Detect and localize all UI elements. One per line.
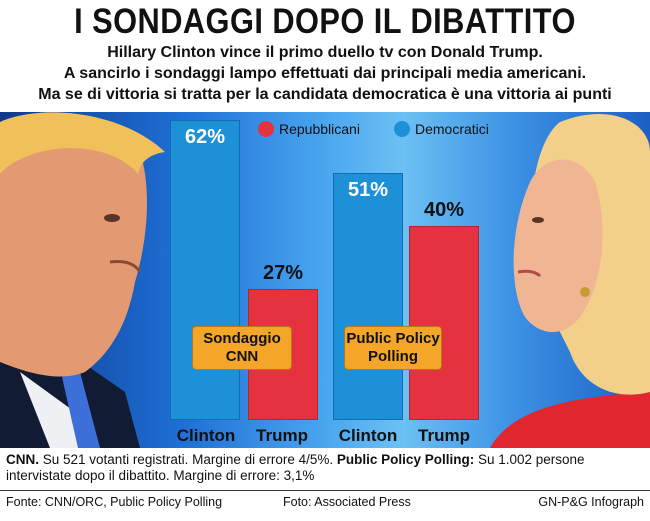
label-ppp-trump: 40% (423, 199, 465, 222)
tick-cnn-trump: Trump (256, 426, 308, 445)
bar-cnn-clinton (170, 120, 240, 420)
photo-credit: Foto: Associated Press (283, 495, 411, 509)
group-label-ppp: Public Policy Polling (344, 326, 442, 370)
label-cnn-trump: 27% (262, 262, 304, 285)
trump-photo (0, 112, 165, 448)
legend-label-democratici: Democratici (415, 121, 489, 137)
group-label-cnn: Sondaggio CNN (192, 326, 292, 370)
tick-cnn-clinton: Clinton (176, 426, 236, 445)
footer-divider (0, 490, 650, 491)
tick-ppp-clinton: Clinton (338, 426, 398, 445)
label-cnn-clinton: 62% (184, 126, 226, 148)
chart-stage (0, 112, 650, 448)
subtitle-line-3: Ma se di vittoria si tratta per la candi… (38, 86, 612, 103)
page-title: I SONDAGGI DOPO IL DIBATTITO (74, 2, 576, 41)
subtitle-line-1: Hillary Clinton vince il primo duello tv… (107, 44, 543, 61)
note-ppp-text: Su 1.002 persone intervistate dopo il di… (6, 452, 585, 483)
legend-swatch-red (258, 121, 274, 137)
legend-item-repubblicani: Repubblicani (258, 121, 360, 137)
note-cnn-label: CNN. (6, 452, 39, 467)
subtitle-line-2: A sancirlo i sondaggi lampo effettuati d… (63, 65, 587, 82)
note-ppp-label: Public Policy Polling: (336, 452, 475, 467)
source-credit: Fonte: CNN/ORC, Public Policy Polling (6, 495, 223, 509)
methodology-note: CNN. Su 521 votanti registrati. Margine … (6, 452, 646, 484)
legend-item-democratici: Democratici (394, 121, 489, 137)
bar-ppp-trump (409, 226, 479, 420)
legend-label-repubblicani: Repubblicani (279, 121, 360, 137)
label-ppp-clinton: 51% (347, 179, 389, 202)
bar-ppp-clinton (333, 173, 403, 420)
note-cnn-text: Su 521 votanti registrati. Margine di er… (39, 452, 334, 467)
legend-swatch-blue (394, 121, 410, 137)
agency-credit: GN-P&G Infograph (538, 495, 644, 509)
tick-ppp-trump: Trump (418, 426, 470, 445)
clinton-photo (490, 113, 650, 448)
